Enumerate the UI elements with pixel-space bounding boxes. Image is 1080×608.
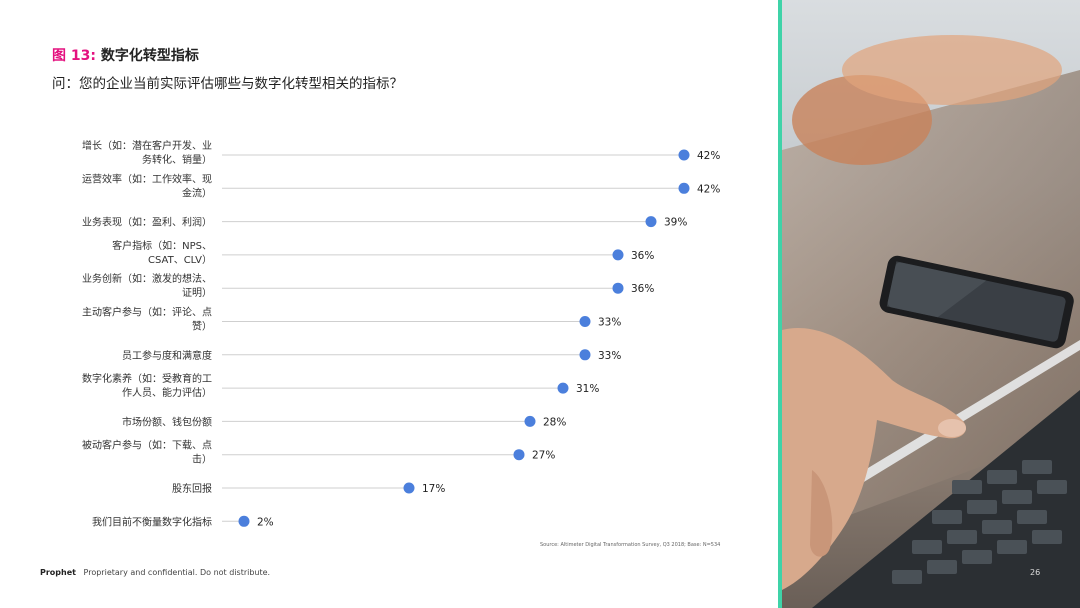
data-label-7: 31% [576, 383, 599, 395]
footer-brand: Prophet [40, 568, 76, 577]
footer: Prophet Proprietary and confidential. Do… [40, 568, 270, 577]
category-label-4-1: 证明） [182, 287, 212, 299]
category-label-0-0: 增长（如：潜在客户开发、业 [82, 139, 212, 152]
data-point-0 [678, 149, 690, 161]
accent-divider [778, 0, 782, 608]
category-label-7-0: 数字化素养（如：受教育的工 [82, 372, 212, 385]
data-label-8: 28% [543, 416, 566, 428]
category-label-8-0: 市场份额、钱包份额 [122, 415, 212, 428]
figure-title-text: 数字化转型指标 [100, 48, 199, 64]
survey-question: 问：您的企业当前实际评估哪些与数字化转型相关的指标？ [52, 76, 403, 92]
category-label-11-0: 我们目前不衡量数字化指标 [92, 515, 212, 528]
category-label-10-0: 股东回报 [172, 482, 212, 495]
category-label-2-0: 业务表现（如：盈利、利润） [82, 216, 212, 229]
source-note: Source: Altimeter Digital Transformation… [540, 542, 721, 548]
data-point-4 [612, 282, 624, 294]
data-label-10: 17% [422, 483, 445, 495]
data-point-8 [524, 415, 536, 427]
data-label-0: 42% [697, 150, 720, 162]
footer-text: Proprietary and confidential. Do not dis… [83, 568, 271, 577]
data-point-5 [579, 316, 591, 327]
data-label-5: 33% [598, 317, 621, 329]
data-point-6 [579, 349, 591, 361]
data-label-6: 33% [598, 350, 621, 362]
photo-illustration [782, 0, 1080, 608]
figure-title: 图 13: 数字化转型指标 [52, 45, 199, 65]
data-label-11: 2% [257, 516, 274, 528]
category-label-6-0: 员工参与度和满意度 [122, 349, 212, 362]
data-label-2: 39% [664, 217, 687, 229]
data-point-2 [645, 216, 657, 228]
data-point-3 [612, 249, 624, 261]
category-label-3-1: CSAT、CLV） [148, 254, 212, 266]
page-number: 26 [1030, 568, 1041, 577]
category-label-9-0: 被动客户参与（如：下载、点 [82, 439, 212, 452]
data-label-1: 42% [697, 183, 720, 195]
hero-photo [782, 0, 1080, 608]
category-label-3-0: 客户指标（如：NPS、 [112, 239, 212, 252]
data-label-4: 36% [631, 283, 654, 295]
data-point-11 [238, 515, 250, 527]
figure-number: 图 13: [52, 48, 96, 64]
category-label-1-0: 运营效率（如：工作效率、现 [82, 172, 212, 185]
data-point-7 [557, 382, 569, 394]
data-label-3: 36% [631, 250, 654, 262]
category-label-4-0: 业务创新（如：激发的想法、 [82, 272, 212, 285]
category-label-5-1: 赞） [192, 320, 212, 333]
category-label-0-1: 务转化、销量） [142, 153, 212, 166]
category-label-7-1: 作人员、能力评估） [122, 386, 212, 399]
category-label-1-1: 金流） [182, 186, 212, 199]
data-point-10 [403, 482, 415, 494]
data-label-9: 27% [532, 450, 555, 462]
data-point-9 [513, 449, 525, 461]
category-label-9-1: 击） [192, 454, 212, 466]
data-point-1 [678, 182, 690, 194]
category-label-5-0: 主动客户参与（如：评论、点 [82, 306, 212, 319]
slide: 图 13: 数字化转型指标 问：您的企业当前实际评估哪些与数字化转型相关的指标？… [40, 45, 721, 577]
